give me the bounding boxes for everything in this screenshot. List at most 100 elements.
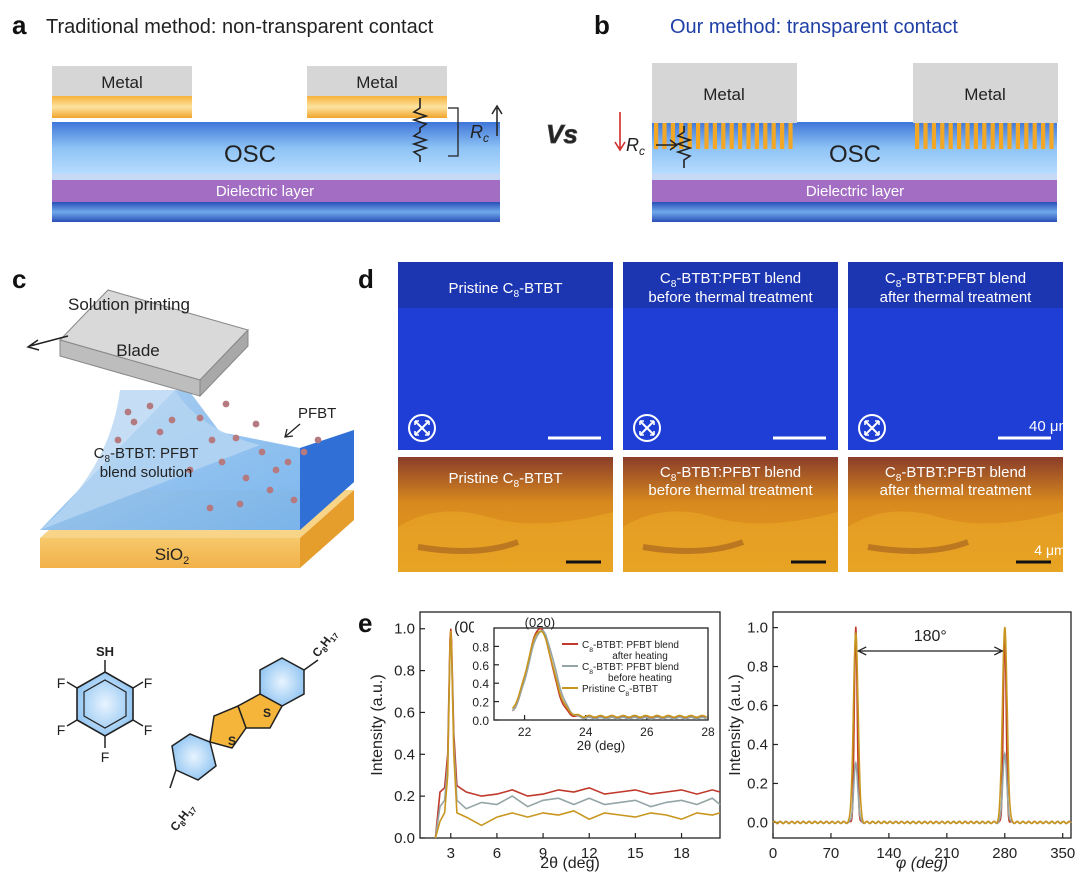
dielectric-layer-b xyxy=(652,180,1057,202)
phi-series-line xyxy=(772,750,1072,825)
osc-label-b: OSC xyxy=(829,141,881,168)
arrow-down-icon xyxy=(614,112,626,152)
afm-caption-line2: before thermal treatment xyxy=(648,482,813,499)
x-axis-label: 2θ (deg) xyxy=(540,855,600,872)
x-tick-label: 26 xyxy=(640,725,654,739)
y-tick-label: 0.8 xyxy=(747,659,768,676)
pfbt-particle xyxy=(266,486,274,494)
pfbt-particle xyxy=(168,416,176,424)
series-line xyxy=(434,630,721,839)
pfbt-particle xyxy=(186,466,194,474)
pfbt-particle xyxy=(258,448,266,456)
pfbt-particle xyxy=(232,434,240,442)
metal-left-b xyxy=(652,63,797,123)
phi-x-axis-label: φ (deg) xyxy=(896,855,948,872)
btbt-chain-top: C8H17 xyxy=(309,627,341,661)
gold-pillar xyxy=(948,123,953,149)
y-tick-label: 1.0 xyxy=(394,621,415,638)
btbt-molecule: S S C8H17 C8H17 xyxy=(167,627,341,834)
inset-series-line xyxy=(511,630,707,719)
dielectric-label-b: Dielectric layer xyxy=(806,183,904,200)
y-tick-label: 0.6 xyxy=(394,704,415,721)
phi-series-line xyxy=(772,626,1072,825)
panel-label-b: b xyxy=(594,10,610,40)
pom-caption-line2: before thermal treatment xyxy=(648,289,813,306)
gold-pillar xyxy=(915,123,920,149)
gold-pillar xyxy=(973,123,978,149)
pfbt-particle xyxy=(290,496,298,504)
x-tick-label: 6 xyxy=(493,845,501,862)
panel-e: e 3 6 9 12 15 18 0.0 0.2 0.4 0.6 0.8 1.0 2θ (deg) Int… xyxy=(358,608,1075,872)
metal-left-label: Metal xyxy=(101,73,143,92)
vs-label: Vs xyxy=(546,119,578,149)
pfbt-particle xyxy=(208,436,216,444)
pfbt-particle xyxy=(196,414,204,422)
plot-frame xyxy=(493,627,709,721)
pfbt-f2: F xyxy=(144,722,153,738)
arrow-up-icon xyxy=(491,104,503,136)
bracket-icon xyxy=(448,107,459,157)
btbt-s1: S xyxy=(263,706,271,720)
y-tick-label: 0.0 xyxy=(472,714,489,728)
y-axis-label: Intensity (a.u.) xyxy=(369,674,386,775)
pfbt-sh: SH xyxy=(96,644,114,659)
pfbt-particle xyxy=(314,436,322,444)
gold-pillar xyxy=(1041,123,1046,149)
substrate-layer xyxy=(52,202,500,222)
y-tick-label: 0.2 xyxy=(472,696,489,710)
btbt-s2: S xyxy=(228,734,236,748)
pfbt-particle xyxy=(114,436,122,444)
polarizer-icon xyxy=(408,414,436,442)
pfbt-particle xyxy=(284,458,292,466)
y-tick-label: 0.4 xyxy=(394,746,415,763)
y-tick-label: 0.6 xyxy=(747,698,768,715)
gold-pillar xyxy=(982,123,987,149)
pfbt-f1: F xyxy=(144,675,153,691)
polarizer-icon xyxy=(633,414,661,442)
resistor-icon-b xyxy=(675,126,693,168)
pfbt-molecule: SH F F F F F xyxy=(57,644,153,765)
inset-peak-annotation: (020) xyxy=(525,615,555,630)
gold-pillars-right xyxy=(915,123,1054,149)
gold-pillar xyxy=(763,123,768,149)
pfbt-particle xyxy=(252,420,260,428)
polarizer-icon xyxy=(858,414,886,442)
x-tick-label: 0 xyxy=(769,845,777,862)
inset-series-line xyxy=(511,629,707,720)
rc-label-a: Rc xyxy=(470,122,489,145)
arrow-left-icon xyxy=(26,335,69,351)
x-tick-label: 18 xyxy=(673,845,690,862)
metal-right-label: Metal xyxy=(356,73,398,92)
substrate-layer-b xyxy=(652,202,1057,222)
panel-label-d: d xyxy=(358,264,374,294)
blade-label: Blade xyxy=(116,341,159,360)
gold-pillar xyxy=(1032,123,1037,149)
gold-pillar xyxy=(965,123,970,149)
legend-label-line2: before heating xyxy=(608,673,672,684)
plot-frame xyxy=(772,611,1072,839)
arrow-pfbt-icon xyxy=(284,423,301,438)
panel-a: a Traditional method: non-transparent co… xyxy=(12,10,503,222)
legend-label: C8-BTBT: PFBT blend xyxy=(582,662,679,676)
span-arrowheads xyxy=(856,646,1004,656)
afm-caption: C8-BTBT:PFBT blend xyxy=(885,464,1026,484)
panel-label-c: c xyxy=(12,264,26,294)
arrow-right-icon xyxy=(656,139,679,151)
pfbt-particle xyxy=(242,474,250,482)
pfbt-particle xyxy=(236,500,244,508)
pfbt-particle xyxy=(272,466,280,474)
pfbt-particle xyxy=(218,458,226,466)
pfbt-particle xyxy=(146,402,154,410)
y-tick-label: 1.0 xyxy=(747,620,768,637)
gold-pillar xyxy=(670,123,675,149)
panel-label-a: a xyxy=(12,10,27,40)
osc-layer-b xyxy=(652,122,1057,174)
pfbt-particle xyxy=(222,400,230,408)
pfbt-particle xyxy=(206,504,214,512)
pom-caption: C8-BTBT:PFBT blend xyxy=(885,270,1026,290)
panel-a-title: Traditional method: non-transparent cont… xyxy=(46,16,434,38)
gold-pillar xyxy=(999,123,1004,149)
pom-caption-line2: after thermal treatment xyxy=(880,289,1033,306)
metal-left-label-b: Metal xyxy=(703,85,745,104)
